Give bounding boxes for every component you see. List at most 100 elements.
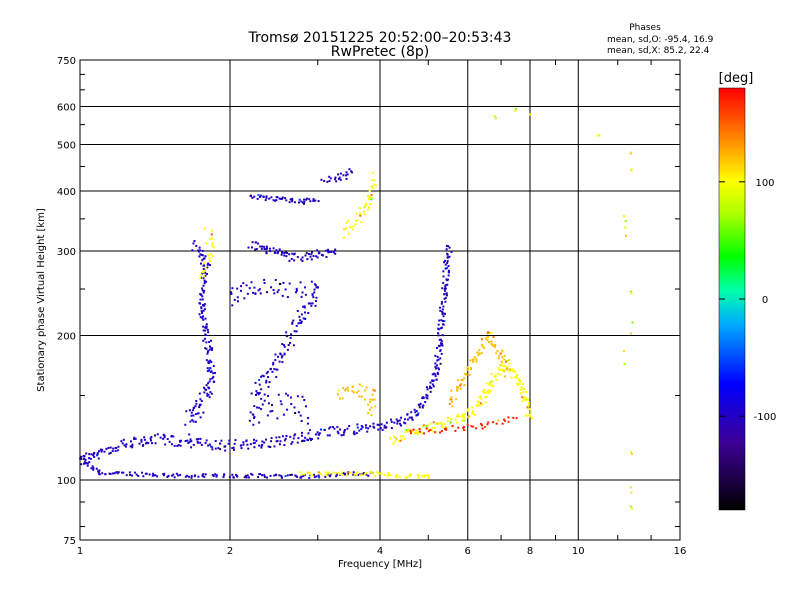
data-point [425,393,428,396]
data-point [411,429,414,432]
x-tick-label: 6 [465,546,471,557]
data-point [303,398,306,401]
data-point [281,343,284,346]
data-point [303,311,306,314]
data-point [316,256,319,259]
data-point [199,403,202,406]
data-point [527,398,530,401]
data-point [113,472,116,475]
data-point [267,402,270,405]
data-point [310,258,313,261]
data-point [433,426,436,429]
data-point [328,180,331,183]
data-point [512,370,515,373]
data-point [208,259,211,262]
data-point [297,437,300,440]
data-point [219,442,222,445]
data-point [462,414,465,417]
data-point [258,383,261,386]
data-point [236,300,239,303]
data-point [327,248,330,251]
data-point [263,281,266,284]
data-point [281,361,284,364]
data-point [494,117,497,120]
data-point [195,438,198,441]
data-point [379,427,382,430]
data-point [323,428,326,431]
data-point [290,442,293,445]
data-point [472,425,475,428]
data-point [198,406,201,409]
data-point [435,367,438,370]
data-point [341,397,344,400]
data-point [324,475,327,478]
data-point [443,287,446,290]
data-point [352,473,355,476]
x-tick-label: 16 [674,546,687,557]
data-point [440,300,443,303]
y-tick-label: 500 [57,141,76,152]
data-point [319,428,322,431]
data-point [502,418,505,421]
data-point [437,332,440,335]
data-point [253,405,256,408]
data-point [423,474,426,477]
data-point [629,505,632,508]
y-axis-label: Stationary phase Virtual Height [km] [36,208,47,392]
data-point [442,320,445,323]
data-point [129,445,132,448]
data-point [210,445,213,448]
data-point [413,432,416,435]
data-point [623,362,626,365]
data-point [281,354,284,357]
data-point [278,474,281,477]
data-point [208,369,211,372]
data-point [202,318,205,321]
data-point [276,252,279,255]
data-point [345,174,348,177]
data-point [347,220,350,223]
data-point [310,438,313,441]
data-point [418,428,421,431]
data-point [300,322,303,325]
data-point [233,442,236,445]
data-point [191,419,194,422]
data-point [416,473,419,476]
data-point [220,439,223,442]
data-point [186,439,189,442]
trace-top-x-3-5mhz [342,171,378,239]
data-point [164,443,167,446]
data-point [222,476,225,479]
data-point [135,473,138,476]
data-point [179,440,182,443]
data-point [324,249,327,252]
data-point [212,375,215,378]
data-point [242,443,245,446]
data-point [337,177,340,180]
data-point [375,471,378,474]
data-point [403,437,406,440]
data-point [307,302,310,305]
data-point [514,370,517,373]
data-point [280,474,283,477]
data-point [292,437,295,440]
data-point [367,208,370,211]
data-point [399,439,402,442]
data-point [246,474,249,477]
data-point [286,394,289,397]
data-point [516,382,519,385]
data-point [208,348,211,351]
data-point [463,413,466,416]
data-point [446,252,449,255]
data-point [431,383,434,386]
data-point [204,347,207,350]
data-point [493,345,496,348]
data-point [285,251,288,254]
data-point [260,388,263,391]
data-point [249,411,252,414]
data-point [288,259,291,262]
data-point [90,467,93,470]
data-point [456,388,459,391]
data-point [133,436,136,439]
data-point [236,296,239,299]
